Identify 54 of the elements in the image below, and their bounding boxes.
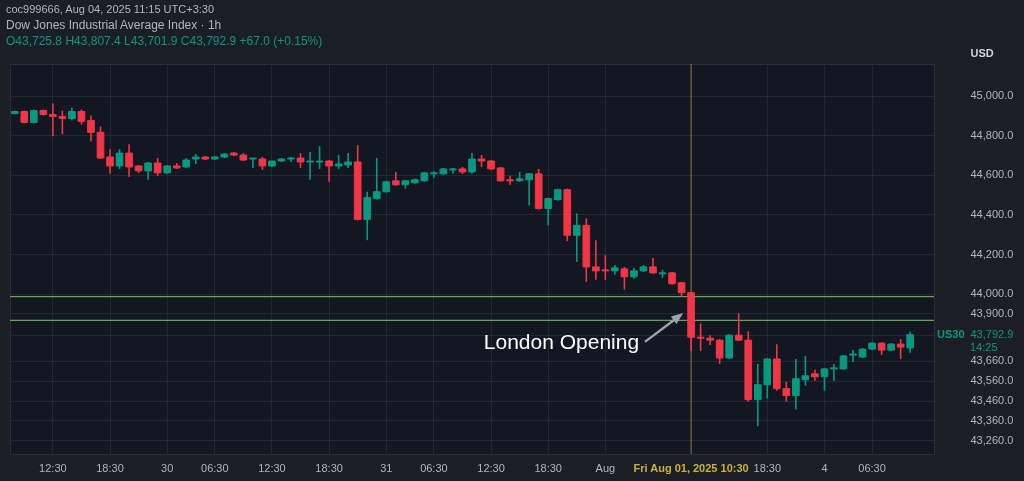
y-tick-label: 43,260.0 [970,433,1014,446]
candlestick [830,363,838,382]
x-tick-label: 30 [161,461,174,474]
x-tick-label: 18:30 [534,461,562,474]
x-tick-label: 12:30 [39,461,67,474]
x-tick-label: 06:30 [858,461,886,474]
candlestick [325,159,333,183]
candlestick [306,151,314,181]
y-tick-label: 43,660.0 [970,354,1014,367]
x-tick-label: 4 [821,461,828,474]
text: coc999666, Aug 04, 2025 11:15 UTC+3:30 [6,3,215,15]
candlestick [572,212,581,263]
y-tick-label: 44,800.0 [970,128,1014,141]
y-tick-label: 44,000.0 [970,287,1014,300]
x-tick-label: 31 [380,461,393,474]
y-tick-label: 43,460.0 [970,394,1014,407]
x-tick-label: 06:30 [201,461,229,474]
candlestick [115,148,124,170]
candlestick [125,143,133,178]
x-tick-label: Fri Aug 01, 2025 10:30 [633,461,749,474]
candlestick [906,330,915,354]
x-tick-label: 12:30 [477,461,505,474]
x-tick-label: 18:30 [96,461,124,474]
candlestick [468,152,476,175]
x-tick-label: 12:30 [258,461,286,474]
candlestick [87,114,95,143]
chart-subtitle: O43,725.8 H43,807.4 L43,701.9 C43,792.9 +67.0 (+0.15%) [6,34,323,48]
candlestick [363,190,372,241]
y-tick-label: 43,360.0 [970,413,1014,426]
y-tick-label: 45,000.0 [970,89,1014,102]
candlestick [896,338,905,360]
x-tick-label: Aug [595,461,616,474]
x-tick-label: 18:30 [315,461,343,474]
y-axis-title: USD [970,46,994,59]
candlestick [315,145,324,170]
y-tick-label: 43,792.9 [970,328,1014,341]
candlestick [725,333,734,360]
y-tick-label: 44,200.0 [970,247,1014,260]
candlestick [106,148,114,175]
text: US30 [937,327,965,340]
annotation: London Opening [483,330,640,354]
candlestick [620,266,629,291]
x-tick-label: 06:30 [420,461,448,474]
y-tick-label: 43,560.0 [970,374,1014,387]
candlestick [249,157,257,169]
y-tick-label: 44,400.0 [970,207,1014,220]
candlestick [544,196,553,227]
candlestick [715,338,724,365]
y-tick-label: 44,600.0 [970,168,1014,181]
y-tick-label: 43,900.0 [970,306,1014,319]
candlestick [849,349,857,363]
chart-title: Dow Jones Industrial Average Index · 1h [6,18,222,32]
x-tick-label: 18:30 [753,461,782,474]
text: 14:25 [970,340,998,353]
